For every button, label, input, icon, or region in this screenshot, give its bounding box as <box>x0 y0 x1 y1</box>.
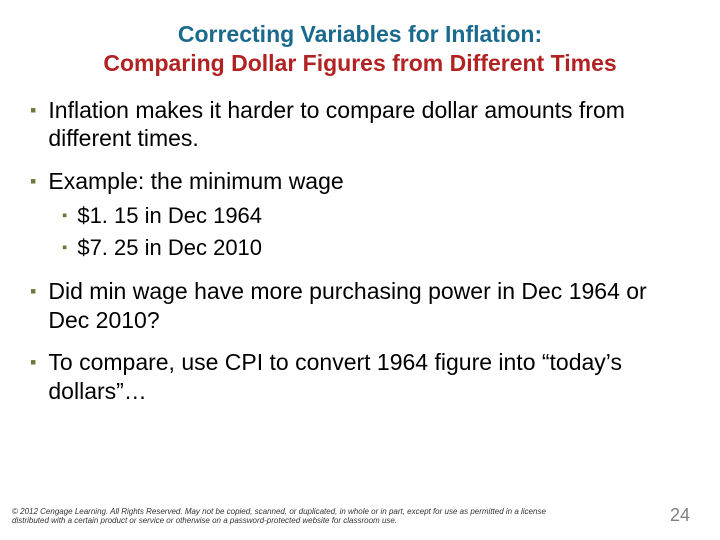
square-bullet-icon: ▪ <box>30 281 36 302</box>
bullet-3: ▪ Did min wage have more purchasing powe… <box>30 277 690 335</box>
bullet-2: ▪ Example: the minimum wage <box>30 167 690 196</box>
sub-bullet-2: ▪ $7. 25 in Dec 2010 <box>62 234 690 263</box>
title-line-1: Correcting Variables for Inflation: <box>30 20 690 49</box>
square-bullet-icon: ▪ <box>30 100 36 121</box>
sub-list: ▪ $1. 15 in Dec 1964 ▪ $7. 25 in Dec 201… <box>62 202 690 263</box>
bullet-2-text: Example: the minimum wage <box>48 167 343 196</box>
bullet-1: ▪ Inflation makes it harder to compare d… <box>30 96 690 154</box>
sub-bullet-1-text: $1. 15 in Dec 1964 <box>77 202 262 231</box>
bullet-1-text: Inflation makes it harder to compare dol… <box>48 96 690 154</box>
square-bullet-icon: ▪ <box>30 171 36 192</box>
square-bullet-icon: ▪ <box>30 352 36 373</box>
slide-container: Correcting Variables for Inflation: Comp… <box>0 0 720 540</box>
bullet-4-text: To compare, use CPI to convert 1964 figu… <box>48 348 690 406</box>
slide-title: Correcting Variables for Inflation: Comp… <box>30 20 690 78</box>
square-bullet-icon: ▪ <box>62 239 67 256</box>
bullet-3-text: Did min wage have more purchasing power … <box>48 277 690 335</box>
square-bullet-icon: ▪ <box>62 207 67 224</box>
bullet-2-group: ▪ Example: the minimum wage ▪ $1. 15 in … <box>30 167 690 263</box>
copyright-text: © 2012 Cengage Learning. All Rights Rese… <box>12 507 572 526</box>
sub-bullet-1: ▪ $1. 15 in Dec 1964 <box>62 202 690 231</box>
bullet-4: ▪ To compare, use CPI to convert 1964 fi… <box>30 348 690 406</box>
footer: © 2012 Cengage Learning. All Rights Rese… <box>12 505 690 526</box>
sub-bullet-2-text: $7. 25 in Dec 2010 <box>77 234 262 263</box>
title-line-2: Comparing Dollar Figures from Different … <box>30 49 690 78</box>
page-number: 24 <box>670 505 690 526</box>
content-area: ▪ Inflation makes it harder to compare d… <box>30 96 690 406</box>
